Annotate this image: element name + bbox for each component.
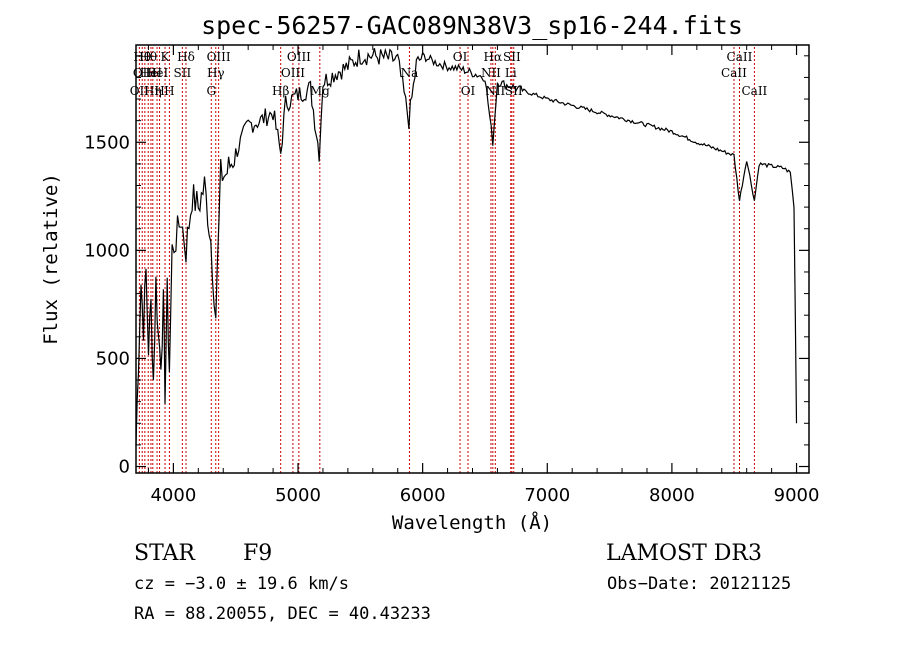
line-label-oiii: OIII xyxy=(207,50,231,64)
survey-name: LAMOST DR3 xyxy=(606,541,762,566)
spectral-line-labels: OIIHθOIIIHθHeIHηHeIHKHSIIHδGHγOIIIHβOIII… xyxy=(130,50,768,98)
line-label-mg: Mg xyxy=(310,84,330,98)
line-label-nii: NII xyxy=(485,84,505,98)
object-subclass: F9 xyxy=(243,541,272,566)
line-label-k: K xyxy=(161,50,171,64)
line-label-hθ: Hθ xyxy=(139,50,157,64)
line-label-oiii: OIII xyxy=(133,66,157,80)
line-label-g: G xyxy=(206,84,216,98)
x-tick-label: 8000 xyxy=(649,485,695,506)
line-label-hei: HeI xyxy=(146,66,169,80)
line-label-caii: CaII xyxy=(727,50,753,64)
y-tick-label: 1000 xyxy=(84,240,130,261)
y-tick-label: 500 xyxy=(96,348,130,369)
line-label-hei: HeI xyxy=(140,66,163,80)
line-label-hδ: Hδ xyxy=(177,50,195,64)
x-tick-label: 5000 xyxy=(275,485,321,506)
coordinates: RA = 88.20055, DEC = 40.43233 xyxy=(134,604,431,624)
x-tick-label: 6000 xyxy=(400,485,446,506)
observation-date: Obs−Date: 20121125 xyxy=(607,574,791,594)
line-label-hα: Hα xyxy=(484,50,503,64)
y-axis-label: Flux (relative) xyxy=(40,173,62,345)
plot-area: OIIHθOIIIHθHeIHηHeIHKHSIIHδGHγOIIIHβOIII… xyxy=(84,44,820,506)
line-label-oiii: OIII xyxy=(281,66,305,80)
spectral-line-markers xyxy=(138,47,755,473)
chart-title: spec-56257-GAC089N38V3_sp16-244.fits xyxy=(201,11,743,40)
line-label-hη: Hη xyxy=(144,84,162,98)
y-tick-label: 1500 xyxy=(84,132,130,153)
line-label-oiii: OIII xyxy=(287,50,311,64)
y-tick-label: 0 xyxy=(119,457,130,478)
line-label-oi: OI xyxy=(453,50,468,64)
line-label-h: H xyxy=(164,84,174,98)
redshift-velocity: cz = −3.0 ± 19.6 km/s xyxy=(134,574,349,594)
line-label-h: H xyxy=(154,84,164,98)
line-label-oi: OI xyxy=(461,84,476,98)
spectrum-line xyxy=(135,47,798,446)
x-tick-label: 7000 xyxy=(524,485,570,506)
line-label-nii: NII xyxy=(481,66,501,80)
line-label-li: Li xyxy=(505,66,517,80)
object-class: STAR xyxy=(134,541,196,566)
line-label-hβ: Hβ xyxy=(272,84,289,98)
x-axis-label: Wavelength (Å) xyxy=(392,511,552,534)
line-label-hθ: Hθ xyxy=(133,50,151,64)
x-tick-label: 9000 xyxy=(774,485,820,506)
line-label-oii: OII xyxy=(130,84,150,98)
line-label-sii: SII xyxy=(503,50,521,64)
line-label-caii: CaII xyxy=(721,66,747,80)
x-axis-ticks: 4000 5000 6000 7000 8000 9000 xyxy=(147,45,820,506)
plot-frame xyxy=(135,44,810,474)
line-label-hγ: Hγ xyxy=(207,66,225,80)
line-label-sii: SII xyxy=(174,66,192,80)
y-axis-ticks: 0 500 1000 1500 xyxy=(84,55,809,478)
line-label-na: Na xyxy=(401,66,419,80)
x-tick-label: 4000 xyxy=(150,485,196,506)
line-label-caii: CaII xyxy=(741,84,767,98)
